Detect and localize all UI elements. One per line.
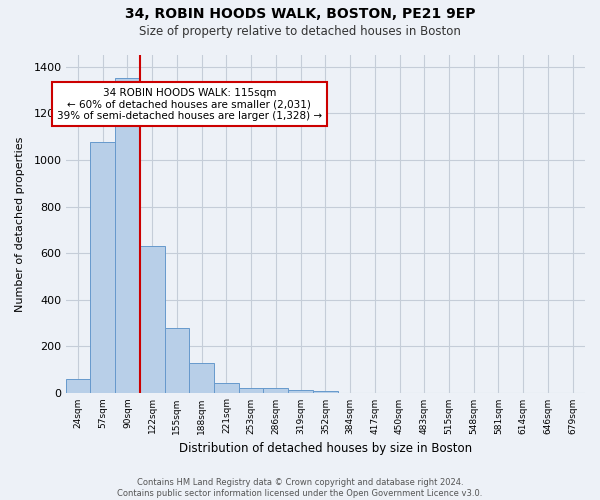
Bar [65, 379, 91, 393]
Text: Contains HM Land Registry data © Crown copyright and database right 2024.
Contai: Contains HM Land Registry data © Crown c… [118, 478, 482, 498]
Text: 34 ROBIN HOODS WALK: 115sqm
← 60% of detached houses are smaller (2,031)
39% of : 34 ROBIN HOODS WALK: 115sqm ← 60% of det… [57, 88, 322, 121]
Bar [263, 388, 288, 393]
Bar [140, 246, 164, 393]
Bar [115, 78, 140, 393]
Bar [239, 388, 263, 393]
Y-axis label: Number of detached properties: Number of detached properties [15, 136, 25, 312]
X-axis label: Distribution of detached houses by size in Boston: Distribution of detached houses by size … [179, 442, 472, 455]
Bar [288, 390, 313, 393]
Bar [91, 142, 115, 393]
Text: 34, ROBIN HOODS WALK, BOSTON, PE21 9EP: 34, ROBIN HOODS WALK, BOSTON, PE21 9EP [125, 8, 475, 22]
Bar [214, 382, 239, 393]
Bar [189, 363, 214, 393]
Text: Size of property relative to detached houses in Boston: Size of property relative to detached ho… [139, 25, 461, 38]
Bar [313, 391, 338, 393]
Bar [164, 328, 189, 393]
